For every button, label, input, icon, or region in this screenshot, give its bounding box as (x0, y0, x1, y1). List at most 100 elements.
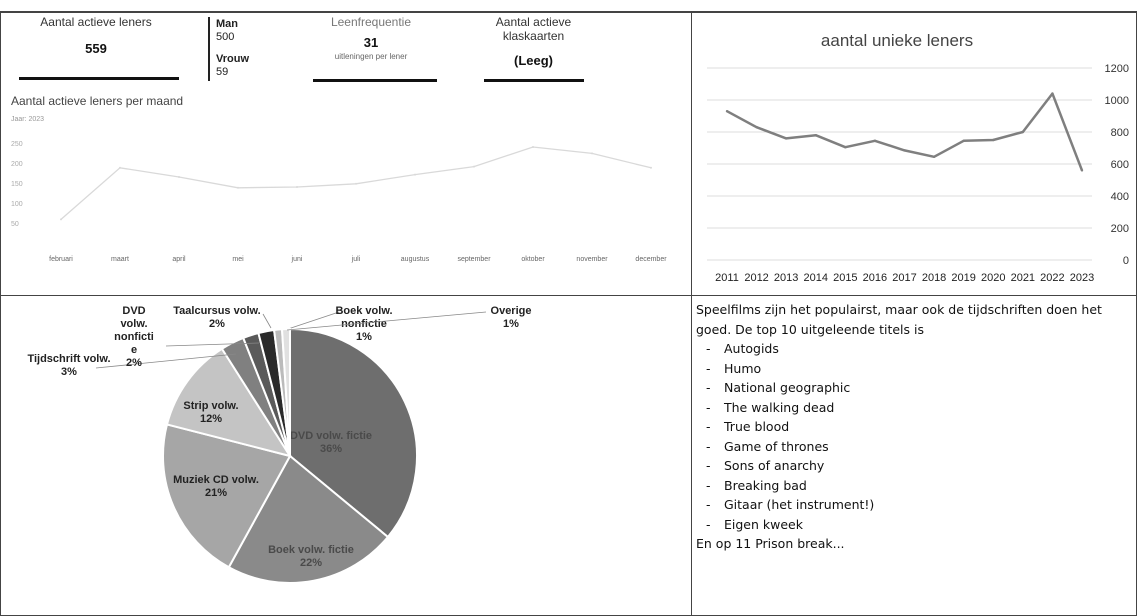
pie-slice-name: DVD (122, 305, 145, 317)
top-title-item: - Humo (696, 359, 1132, 379)
yearly-data-point (814, 134, 817, 137)
monthly-xtick-label: maart (111, 256, 129, 263)
pie-slice-pct: 22% (300, 557, 322, 569)
yearly-ytick-label: 800 (1111, 127, 1129, 139)
kpi-active-leners: Aantal actieve leners 559 (21, 15, 171, 56)
yearly-chart-panel: aantal unieke leners 0 200 400 600 800 1000 12… (691, 12, 1137, 296)
monthly-data-point (60, 218, 62, 221)
yearly-xtick-label: 2013 (774, 272, 798, 284)
top-title-text: National geographic (724, 380, 851, 395)
monthly-data-point (591, 152, 593, 155)
pie-leader-line (262, 313, 272, 329)
top-title-text: Game of thrones (724, 438, 829, 454)
pie-slice (162, 423, 292, 569)
monthly-xtick-label: december (635, 256, 667, 263)
monthly-ytick-label: 50 (11, 221, 19, 228)
material-pie-chart: DVD volw. fictie 36% Boek volw. fictie 22% M… (27, 305, 532, 584)
kpi-vrouw: Vrouw 59 (216, 53, 249, 79)
freq-value: 31 (363, 35, 379, 50)
klas-underline (484, 79, 584, 82)
yearly-xtick-label: 2021 (1011, 272, 1035, 284)
monthly-data-point (355, 182, 357, 185)
gender-divider (208, 17, 210, 81)
top-titles-list: - Autogids - Humo - National geographic - The w… (696, 339, 1132, 534)
monthly-xtick-label: april (172, 256, 186, 263)
yearly-xtick-label: 2017 (892, 272, 916, 284)
top-title-text: The walking dead (724, 399, 835, 415)
pie-slice-name: Boek volw. fictie (268, 544, 354, 556)
yearly-data-point (962, 139, 965, 142)
yearly-xtick-label: 2011 (715, 272, 739, 284)
yearly-ytick-label: 1200 (1105, 63, 1129, 75)
kpi-active-underline (19, 77, 179, 80)
yearly-xtick-label: 2022 (1040, 272, 1064, 284)
pie-leader-line (95, 353, 237, 369)
monthly-xtick-label: mei (232, 256, 244, 263)
top-title-text: Eigen kweek (724, 516, 803, 532)
pie-slice-name: Tijdschrift volw. (27, 353, 110, 365)
yearly-data-point (844, 146, 847, 149)
pie-chart-panel: DVD volw. fictie 36% Boek volw. fictie 22% M… (0, 295, 692, 616)
monthly-data-point (414, 173, 416, 176)
top-titles-intro: Speelfilms zijn het populairst, maar ook… (696, 302, 1102, 337)
pie-slice-name: e (131, 344, 137, 356)
kpi-klaskaarten: Aantal actieve klaskaarten (Leeg) (471, 15, 596, 68)
pie-slice-name: volw. (120, 318, 147, 330)
man-value: 500 (216, 31, 235, 43)
pie-slice-name: nonfictie (341, 318, 387, 330)
yearly-data-point (992, 138, 995, 142)
top-title-item: - True blood (696, 417, 1132, 437)
monthly-xtick-label: juni (291, 256, 303, 263)
top-title-item: - Breaking bad (696, 476, 1132, 496)
pie-leader-line (284, 311, 340, 331)
pie-slice-label: DVD volw. nonficti e 2% (114, 305, 154, 369)
yearly-ytick-label: 600 (1111, 159, 1129, 171)
yearly-data-point (784, 137, 788, 140)
pie-slice-pct: 21% (205, 487, 227, 499)
top-titles-panel (691, 295, 1137, 616)
monthly-xtick-label: juli (351, 256, 361, 263)
yearly-ytick-label: 0 (1123, 255, 1129, 267)
monthly-data-point (119, 166, 121, 169)
top-title-text: Gitaar (het instrument!) (724, 497, 875, 512)
pie-slice-name: Overige (491, 305, 532, 317)
monthly-ytick-label: 250 (11, 141, 23, 148)
yearly-data-point (932, 155, 936, 158)
vrouw-value: 59 (216, 66, 229, 78)
list-dash: - (706, 497, 711, 512)
monthly-data-point (532, 146, 534, 148)
freq-label: Leenfrequentie (330, 15, 412, 29)
monthly-ytick-label: 100 (11, 201, 23, 208)
monthly-xtick-label: oktober (521, 256, 545, 263)
top-title-item: - Eigen kweek (696, 515, 1132, 535)
list-dash: - (706, 399, 711, 415)
pie-slice-pct: 36% (320, 443, 342, 455)
list-dash: - (706, 438, 711, 454)
pie-slice-name: DVD volw. fictie (290, 430, 372, 442)
yearly-xtick-label: 2023 (1070, 272, 1094, 284)
pie-slice (280, 327, 291, 457)
monthly-xtick-label: februari (49, 256, 73, 263)
yearly-xtick-label: 2018 (922, 272, 946, 284)
yearly-ytick-label: 200 (1111, 223, 1129, 235)
pie-slice-label: Taalcursus volw. 2% (173, 305, 260, 330)
yearly-xtick-label: 2012 (744, 272, 768, 284)
pie-slice (165, 347, 293, 458)
monthly-ytick-label: 150 (11, 181, 23, 188)
list-dash: - (706, 458, 711, 473)
pie-slice (227, 454, 390, 584)
pie-slice-label: Tijdschrift volw. 3% (27, 353, 110, 378)
list-dash: - (706, 477, 711, 493)
pie-slice-label: Strip volw. 12% (183, 400, 238, 425)
list-dash: - (706, 341, 711, 356)
top-title-item: - Autogids (696, 339, 1132, 359)
monthly-xtick-label: september (457, 256, 491, 263)
yearly-xtick-label: 2020 (981, 272, 1005, 284)
man-label: Man (216, 18, 238, 30)
top-title-text: Breaking bad (724, 477, 807, 493)
monthly-data-point (473, 165, 475, 168)
yearly-data-point (903, 149, 906, 152)
pie-slice-label: Muziek CD volw. 21% (173, 474, 259, 499)
yearly-data-point (755, 126, 758, 129)
monthly-data-point (296, 186, 298, 188)
